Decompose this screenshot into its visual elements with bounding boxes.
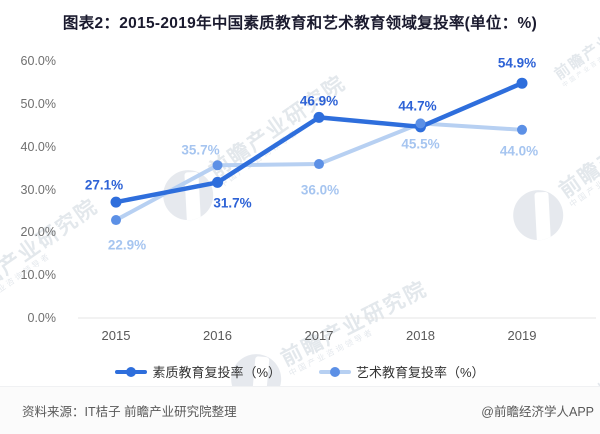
data-point-marker[interactable]	[516, 77, 528, 89]
legend-dot-icon	[126, 366, 137, 377]
data-value-label: 44.7%	[398, 98, 437, 114]
y-tick-label: 10.0%	[20, 268, 56, 283]
data-value-label: 31.7%	[213, 195, 252, 211]
y-tick-label: 60.0%	[20, 54, 56, 69]
x-tick-label: 2015	[101, 328, 131, 343]
x-tick-label: 2016	[203, 328, 232, 343]
legend-item-suzhi[interactable]: 素质教育复投率（%）	[115, 362, 281, 381]
data-point-marker[interactable]	[111, 215, 121, 226]
data-value-label: 45.5%	[401, 136, 440, 152]
y-tick-label: 0.0%	[27, 311, 57, 325]
data-point-marker[interactable]	[212, 176, 223, 188]
data-value-label: 36.0%	[300, 182, 340, 198]
data-value-label: 54.9%	[497, 55, 537, 71]
legend-item-yishu[interactable]: 艺术教育复投率（%）	[319, 362, 485, 381]
y-tick-label: 50.0%	[20, 97, 56, 112]
y-tick-label: 30.0%	[20, 182, 56, 197]
footer: 资料来源：IT桔子 前瞻产业研究院整理 @前瞻经济学人APP	[0, 386, 600, 434]
x-tick-label: 2019	[507, 328, 537, 343]
legend-line-sample	[319, 366, 351, 377]
legend-label: 艺术教育复投率（%）	[356, 365, 485, 380]
series-line-1	[114, 121, 524, 223]
source-note: 资料来源：IT桔子 前瞻产业研究院整理	[22, 405, 237, 419]
data-value-label: 27.1%	[84, 177, 124, 193]
y-tick-label: 40.0%	[20, 139, 56, 154]
x-tick-label: 2017	[304, 328, 334, 343]
data-point-marker[interactable]	[517, 124, 527, 135]
data-value-label: 22.9%	[107, 237, 147, 253]
data-point-marker[interactable]	[314, 159, 324, 170]
legend: 素质教育复投率（%） 艺术教育复投率（%）	[0, 362, 600, 381]
y-tick-label: 20.0%	[20, 225, 56, 240]
data-value-label: 44.0%	[499, 143, 539, 159]
legend-dot-icon	[330, 366, 340, 377]
x-tick-label: 2018	[406, 328, 435, 343]
data-value-label: 35.7%	[181, 142, 220, 158]
data-point-marker[interactable]	[415, 118, 426, 129]
chart-title: 图表2：2015-2019年中国素质教育和艺术教育领域复投率(单位：%)	[62, 15, 538, 32]
data-value-label: 46.9%	[299, 93, 339, 109]
legend-line-sample	[115, 366, 148, 377]
legend-label: 素质教育复投率（%）	[152, 365, 281, 380]
data-point-marker[interactable]	[110, 196, 122, 208]
credit-note: @前瞻经济学人APP	[481, 405, 594, 419]
data-point-marker[interactable]	[313, 111, 325, 123]
data-point-marker[interactable]	[212, 160, 223, 171]
